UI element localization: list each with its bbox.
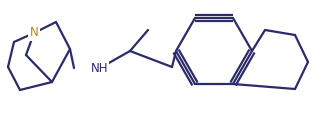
Text: N: N [30, 26, 38, 39]
Text: NH: NH [91, 62, 109, 75]
